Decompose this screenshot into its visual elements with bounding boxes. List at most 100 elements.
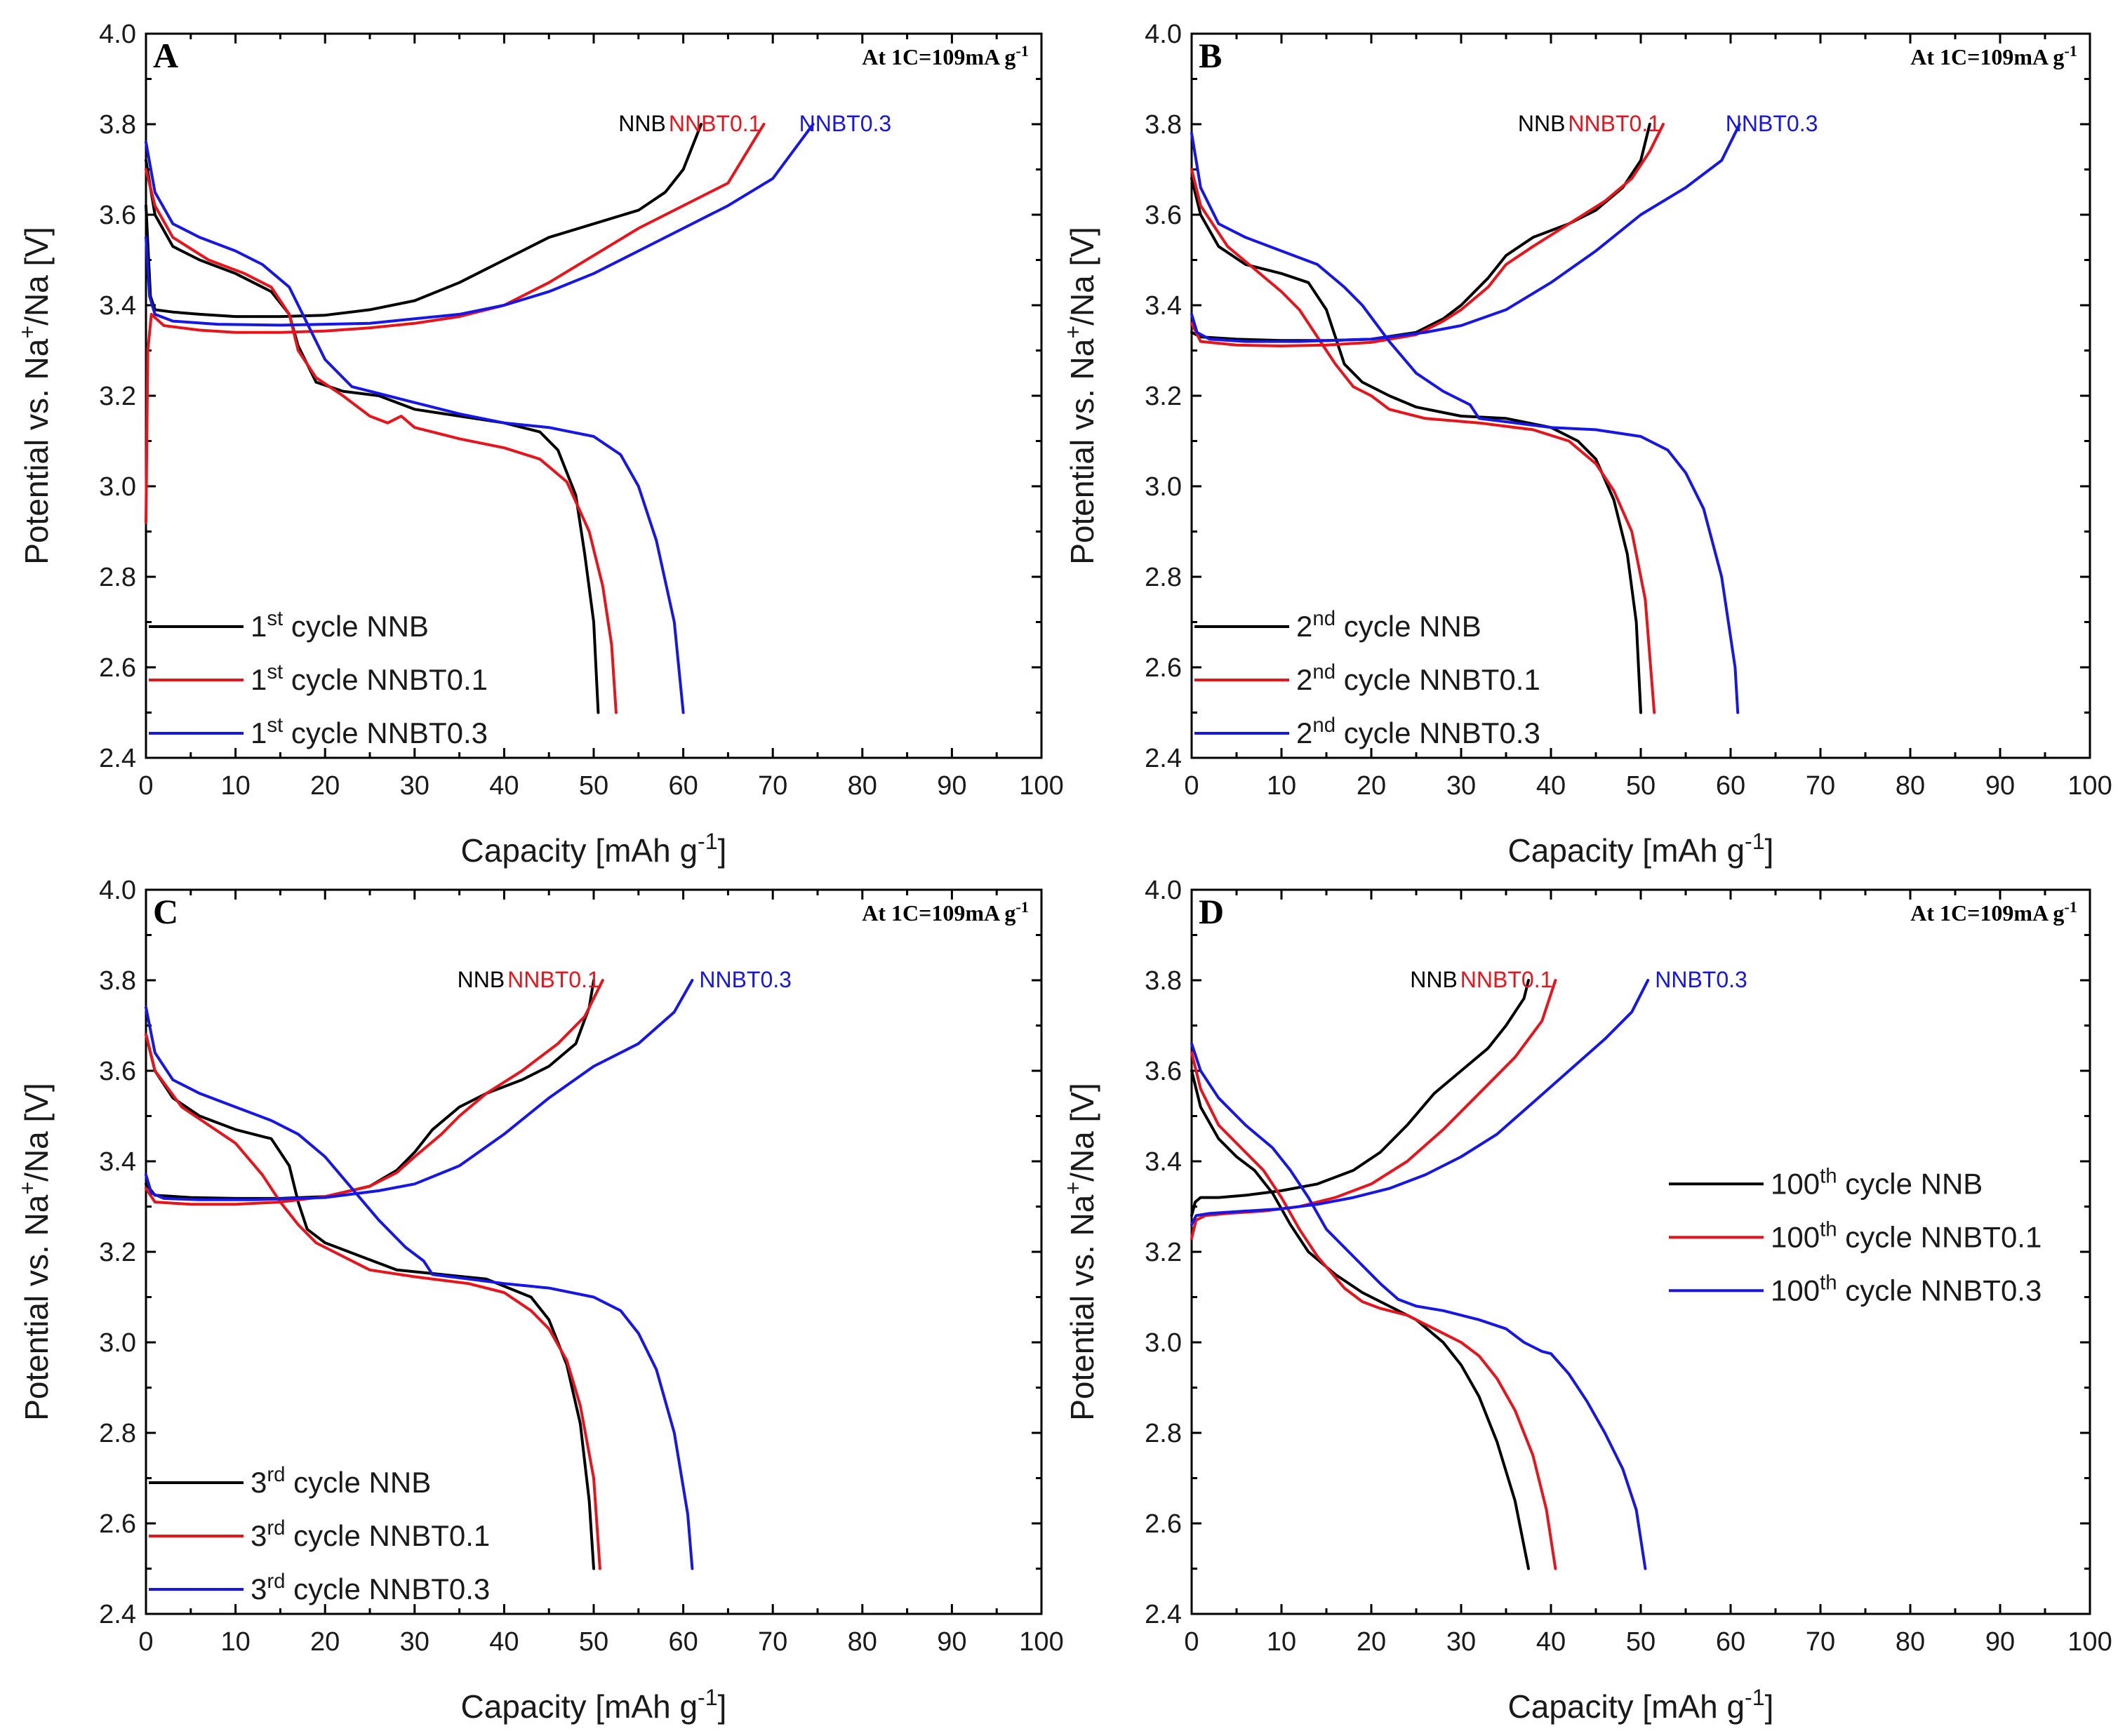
end-label-nnbt03: NNBT0.3 — [1726, 111, 1818, 136]
x-tick-label: 30 — [1446, 1627, 1476, 1657]
y-axis-title: Potential vs. Na+/Na [V] — [1060, 227, 1100, 565]
x-tick-label: 90 — [1985, 1627, 2015, 1657]
y-tick-label: 4.0 — [1145, 876, 1182, 905]
curve-charge-nnbt03 — [145, 123, 815, 327]
y-tick-label: 2.4 — [99, 1600, 136, 1629]
y-tick-label: 3.4 — [99, 1147, 136, 1177]
y-axis-title: Potential vs. Na+/Na [V] — [15, 1083, 55, 1421]
y-tick-label: 2.8 — [99, 563, 136, 592]
x-tick-label: 0 — [1184, 1627, 1199, 1657]
panel-c: 0 10 20 30 40 50 60 70 80 90 100 2.4 2.6 2.8 3.0 3.2 3.4… — [15, 876, 1064, 1725]
x-tick-label: 80 — [1896, 771, 1925, 801]
x-tick-label: 100 — [1019, 1627, 1063, 1657]
end-label-nnb: NNB — [458, 967, 505, 992]
rate-label: At 1C=109mA g-1 — [862, 898, 1029, 926]
legend-entry: 3rd cycle NNBT0.3 — [251, 1569, 490, 1605]
legend-entry: 1st cycle NNB — [251, 606, 429, 643]
y-tick-label: 3.2 — [99, 382, 136, 411]
end-label-nnb: NNB — [1518, 111, 1566, 136]
y-tick-label: 3.8 — [1145, 966, 1182, 996]
y-tick-label: 2.4 — [1145, 744, 1182, 773]
x-tick-label: 40 — [1536, 1627, 1566, 1657]
legend-entry: 1st cycle NNBT0.1 — [251, 660, 488, 696]
x-tick-label: 100 — [2067, 771, 2112, 801]
y-tick-label: 3.2 — [1145, 1238, 1182, 1267]
y-tick-label: 2.6 — [99, 653, 136, 683]
y-tick-label: 3.0 — [99, 1328, 136, 1358]
x-tick-label: 10 — [1267, 1627, 1296, 1657]
x-tick-label: 50 — [579, 1627, 608, 1657]
curve-discharge-nnbt03 — [1190, 131, 1740, 714]
legend-entry: 100th cycle NNBT0.3 — [1771, 1271, 2042, 1307]
x-tick-label: 10 — [1267, 771, 1296, 801]
curve-charge-nnbt03 — [1190, 123, 1741, 343]
curve-charge-nnb — [145, 123, 703, 319]
x-axis-title: Capacity [mAh g-1] — [1508, 829, 1774, 869]
panel-letter: C — [153, 892, 178, 931]
x-tick-label: 80 — [848, 771, 877, 801]
panel-letter: B — [1199, 36, 1222, 75]
x-tick-label: 70 — [758, 1627, 787, 1657]
rate-label: At 1C=109mA g-1 — [862, 42, 1029, 70]
x-tick-label: 60 — [668, 771, 698, 801]
y-tick-label: 2.4 — [1145, 1600, 1182, 1629]
legend-entry: 3rd cycle NNBT0.1 — [251, 1516, 490, 1552]
x-axis-title: Capacity [mAh g-1] — [1508, 1685, 1774, 1725]
y-tick-label: 2.8 — [1145, 1419, 1182, 1448]
x-tick-label: 30 — [400, 771, 429, 801]
curve-charge-nnbt01 — [145, 979, 604, 1206]
y-tick-label: 4.0 — [99, 20, 136, 49]
y-tick-label: 4.0 — [99, 876, 136, 905]
curve-discharge-nnbt01 — [145, 168, 618, 714]
x-axis-title: Capacity [mAh g-1] — [461, 829, 727, 869]
x-tick-label: 60 — [1716, 1627, 1745, 1657]
y-tick-label: 4.0 — [1145, 20, 1182, 49]
curve-discharge-nnbt01 — [1190, 168, 1656, 714]
y-tick-label: 3.6 — [1145, 1057, 1182, 1086]
x-tick-label: 90 — [937, 771, 966, 801]
x-tick-label: 20 — [310, 771, 340, 801]
curve-discharge-nnbt03 — [145, 1006, 694, 1570]
x-tick-label: 30 — [400, 1627, 429, 1657]
y-tick-label: 3.0 — [1145, 472, 1182, 502]
x-tick-label: 0 — [138, 1627, 153, 1657]
y-tick-label: 3.4 — [1145, 1147, 1182, 1177]
y-tick-label: 3.2 — [1145, 382, 1182, 411]
y-tick-label: 3.0 — [99, 472, 136, 502]
curve-discharge-nnbt01 — [1190, 1051, 1557, 1570]
y-tick-label: 2.4 — [99, 744, 136, 773]
end-label-nnb: NNB — [618, 111, 666, 136]
x-tick-label: 40 — [489, 1627, 519, 1657]
curve-discharge-nnb — [1190, 1069, 1530, 1570]
panel-a: 0 10 20 30 40 50 60 70 80 90 100 2.4 2.6 2.8 3.0 3.2 3.4… — [15, 20, 1064, 869]
y-tick-label: 3.0 — [1145, 1328, 1182, 1358]
curve-discharge-nnb — [145, 159, 600, 714]
panel-d: 0 10 20 30 40 50 60 70 80 90 100 2.4 2.6 2.8 3.0 3.2 3.4… — [1060, 876, 2112, 1725]
x-axis-title: Capacity [mAh g-1] — [461, 1685, 727, 1725]
x-tick-label: 30 — [1446, 771, 1476, 801]
legend-entry: 100th cycle NNB — [1771, 1164, 1983, 1201]
curve-charge-nnbt03 — [145, 979, 694, 1201]
y-tick-label: 2.6 — [1145, 1509, 1182, 1539]
y-tick-label: 3.8 — [99, 110, 136, 140]
end-label-nnbt01: NNBT0.1 — [1568, 111, 1660, 136]
y-tick-label: 3.2 — [99, 1238, 136, 1267]
end-label-nnbt01: NNBT0.1 — [507, 967, 600, 992]
panel-b: 0 10 20 30 40 50 60 70 80 90 100 2.4 2.6 2.8 3.0 3.2 3.4… — [1060, 20, 2112, 869]
x-tick-label: 60 — [668, 1627, 698, 1657]
y-tick-label: 3.8 — [99, 966, 136, 996]
x-tick-label: 0 — [1184, 771, 1199, 801]
curve-charge-nnb — [1190, 979, 1530, 1217]
y-tick-label: 2.8 — [99, 1419, 136, 1448]
x-tick-label: 40 — [1536, 771, 1566, 801]
curve-charge-nnb — [1190, 123, 1651, 342]
curve-discharge-nnbt03 — [145, 140, 685, 714]
curve-charge-nnbt01 — [1190, 979, 1557, 1240]
curve-discharge-nnbt01 — [145, 1033, 601, 1570]
legend-entry: 100th cycle NNBT0.1 — [1771, 1217, 2042, 1254]
curve-charge-nnbt01 — [145, 123, 766, 524]
curve-discharge-nnb — [1190, 177, 1642, 714]
end-label-nnbt03: NNBT0.3 — [799, 111, 892, 136]
legend-entry: 2nd cycle NNBT0.3 — [1296, 713, 1540, 749]
x-tick-label: 90 — [937, 1627, 966, 1657]
